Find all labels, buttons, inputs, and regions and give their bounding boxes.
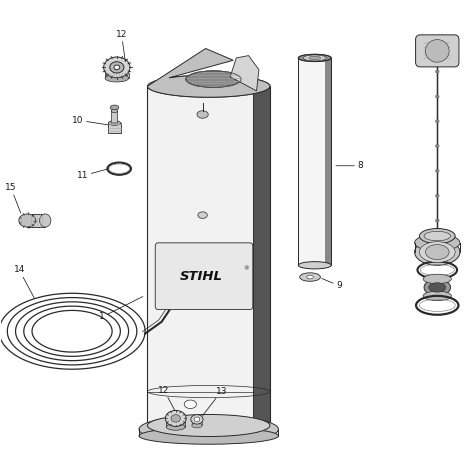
Ellipse shape: [186, 71, 241, 87]
Ellipse shape: [425, 39, 449, 62]
Text: 8: 8: [336, 161, 363, 170]
Text: 1: 1: [100, 297, 143, 321]
Ellipse shape: [139, 415, 278, 443]
Polygon shape: [147, 48, 270, 97]
Ellipse shape: [423, 291, 451, 301]
Ellipse shape: [147, 414, 270, 437]
Ellipse shape: [436, 120, 439, 123]
Text: 14: 14: [14, 265, 35, 298]
Ellipse shape: [424, 231, 450, 241]
Polygon shape: [230, 55, 259, 91]
Ellipse shape: [426, 245, 449, 260]
Ellipse shape: [423, 274, 451, 283]
Ellipse shape: [419, 228, 455, 244]
Ellipse shape: [104, 57, 130, 78]
Polygon shape: [298, 58, 331, 265]
Polygon shape: [147, 86, 253, 426]
Ellipse shape: [415, 234, 460, 251]
Text: ®: ®: [244, 266, 249, 272]
Ellipse shape: [309, 56, 320, 60]
Polygon shape: [105, 73, 128, 78]
Ellipse shape: [105, 74, 128, 82]
Ellipse shape: [198, 212, 207, 219]
Text: 9: 9: [322, 278, 342, 290]
Ellipse shape: [39, 214, 51, 227]
Ellipse shape: [147, 75, 270, 97]
Ellipse shape: [114, 65, 119, 70]
Ellipse shape: [166, 424, 185, 430]
Text: 13: 13: [202, 387, 228, 416]
FancyBboxPatch shape: [155, 243, 253, 310]
Text: 15: 15: [5, 183, 21, 213]
Ellipse shape: [436, 95, 439, 98]
Polygon shape: [109, 123, 120, 133]
Ellipse shape: [424, 279, 450, 296]
Ellipse shape: [171, 415, 181, 422]
Ellipse shape: [109, 120, 120, 125]
Polygon shape: [253, 86, 270, 426]
Text: STIHL: STIHL: [180, 270, 223, 283]
Text: 12: 12: [116, 30, 127, 62]
Ellipse shape: [165, 410, 186, 427]
Ellipse shape: [436, 194, 439, 197]
Ellipse shape: [436, 145, 439, 147]
Polygon shape: [27, 214, 45, 227]
Ellipse shape: [419, 242, 455, 263]
Ellipse shape: [436, 70, 439, 73]
Ellipse shape: [415, 239, 460, 265]
Ellipse shape: [429, 283, 446, 292]
Ellipse shape: [192, 423, 202, 428]
Ellipse shape: [303, 55, 326, 61]
Ellipse shape: [300, 273, 320, 281]
Text: 10: 10: [73, 116, 108, 125]
Ellipse shape: [110, 62, 124, 73]
Ellipse shape: [110, 105, 118, 110]
Ellipse shape: [184, 400, 197, 409]
Ellipse shape: [436, 219, 439, 222]
Text: 12: 12: [158, 386, 175, 410]
Ellipse shape: [307, 275, 313, 279]
Polygon shape: [326, 58, 331, 265]
Polygon shape: [111, 111, 118, 123]
Ellipse shape: [139, 428, 278, 444]
Text: 11: 11: [77, 169, 109, 180]
Ellipse shape: [298, 262, 331, 269]
Ellipse shape: [111, 109, 118, 113]
Ellipse shape: [298, 55, 331, 62]
Polygon shape: [166, 422, 185, 427]
Ellipse shape: [19, 214, 36, 227]
FancyBboxPatch shape: [416, 35, 459, 67]
Ellipse shape: [197, 111, 208, 118]
Ellipse shape: [436, 170, 439, 172]
Ellipse shape: [191, 415, 203, 424]
Ellipse shape: [194, 417, 200, 422]
Polygon shape: [192, 422, 202, 426]
